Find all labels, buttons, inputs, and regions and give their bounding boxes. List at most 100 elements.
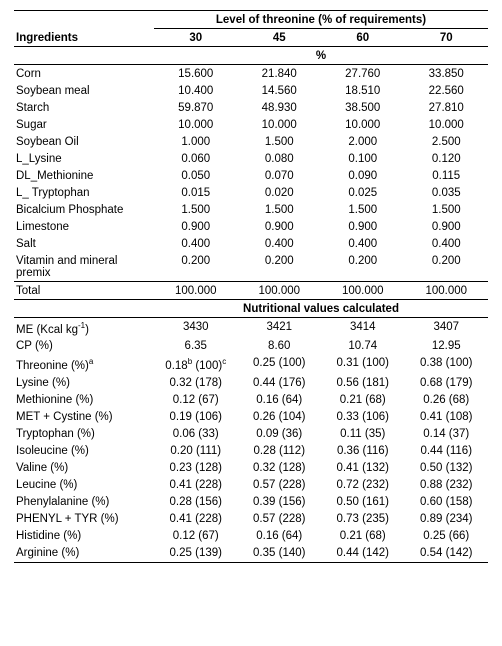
nutrient-label: ME (Kcal kg-1) xyxy=(14,318,154,338)
table-row: Arginine (%)0.25 (139)0.35 (140)0.44 (14… xyxy=(14,545,488,563)
ingredient-value: 0.015 xyxy=(154,184,238,201)
ingredient-label: DL_Methionine xyxy=(14,167,154,184)
nutrient-label: Tryptophan (%) xyxy=(14,426,154,443)
nutrient-value: 0.44 (142) xyxy=(321,545,405,563)
nutrient-value: 0.06 (33) xyxy=(154,426,238,443)
ingredient-value: 27.810 xyxy=(405,99,489,116)
ingredient-label: Starch xyxy=(14,99,154,116)
nutrient-value: 0.09 (36) xyxy=(238,426,322,443)
nutrient-value: 0.54 (142) xyxy=(405,545,489,563)
ingredient-label: Corn xyxy=(14,65,154,83)
table-row: MET + Cystine (%)0.19 (106)0.26 (104)0.3… xyxy=(14,409,488,426)
nutrient-value: 0.35 (140) xyxy=(238,545,322,563)
nutrient-value: 0.32 (178) xyxy=(154,375,238,392)
total-v1: 100.000 xyxy=(238,282,322,300)
nutrient-label: Threonine (%)a xyxy=(14,355,154,375)
ingredient-value: 2.000 xyxy=(321,133,405,150)
ingredient-value: 2.500 xyxy=(405,133,489,150)
table-row: Leucine (%)0.41 (228)0.57 (228)0.72 (232… xyxy=(14,477,488,494)
nutrient-value: 0.57 (228) xyxy=(238,477,322,494)
ingredient-value: 38.500 xyxy=(321,99,405,116)
ingredients-header: Ingredients xyxy=(14,29,154,47)
table-row: PHENYL + TYR (%)0.41 (228)0.57 (228)0.73… xyxy=(14,511,488,528)
nutrient-value: 0.20 (111) xyxy=(154,443,238,460)
nutrient-value: 0.44 (176) xyxy=(238,375,322,392)
nutrient-value: 0.36 (116) xyxy=(321,443,405,460)
ingredient-value: 0.400 xyxy=(238,235,322,252)
nutrient-value: 0.26 (104) xyxy=(238,409,322,426)
ingredient-value: 0.025 xyxy=(321,184,405,201)
ingredient-value: 0.115 xyxy=(405,167,489,184)
table-row: Soybean Oil1.0001.5002.0002.500 xyxy=(14,133,488,150)
ingredient-label: Soybean meal xyxy=(14,82,154,99)
ingredient-value: 10.400 xyxy=(154,82,238,99)
total-v2: 100.000 xyxy=(321,282,405,300)
nutritional-body: ME (Kcal kg-1)3430342134143407CP (%)6.35… xyxy=(14,318,488,563)
table-row: Limestone0.9000.9000.9000.900 xyxy=(14,218,488,235)
ingredient-label: Sugar xyxy=(14,116,154,133)
ingredient-value: 48.930 xyxy=(238,99,322,116)
nutrient-value: 0.56 (181) xyxy=(321,375,405,392)
ingredient-value: 0.400 xyxy=(321,235,405,252)
ingredient-value: 0.200 xyxy=(154,252,238,282)
ingredient-value: 10.000 xyxy=(321,116,405,133)
nutrient-value: 0.28 (112) xyxy=(238,443,322,460)
ingredient-value: 0.200 xyxy=(321,252,405,282)
ingredient-value: 1.500 xyxy=(154,201,238,218)
ingredient-label: Salt xyxy=(14,235,154,252)
table-row: DL_Methionine0.0500.0700.0900.115 xyxy=(14,167,488,184)
total-label: Total xyxy=(14,282,154,300)
header-row-unit: % xyxy=(14,47,488,65)
nutrient-value: 3430 xyxy=(154,318,238,338)
nutrient-label: Arginine (%) xyxy=(14,545,154,563)
ingredient-label: Vitamin and mineral premix xyxy=(14,252,154,282)
table-row: Threonine (%)a0.18b (100)c0.25 (100)0.31… xyxy=(14,355,488,375)
nutrient-value: 0.16 (64) xyxy=(238,528,322,545)
nutrient-value: 0.60 (158) xyxy=(405,494,489,511)
nutrient-label: Histidine (%) xyxy=(14,528,154,545)
ingredient-value: 21.840 xyxy=(238,65,322,83)
table-row: Corn15.60021.84027.76033.850 xyxy=(14,65,488,83)
ingredient-value: 0.900 xyxy=(238,218,322,235)
ingredient-value: 0.060 xyxy=(154,150,238,167)
nutrient-value: 0.14 (37) xyxy=(405,426,489,443)
nutritional-header: Nutritional values calculated xyxy=(154,300,488,318)
table-row: Histidine (%)0.12 (67)0.16 (64)0.21 (68)… xyxy=(14,528,488,545)
table-row: Vitamin and mineral premix0.2000.2000.20… xyxy=(14,252,488,282)
nutrient-value: 0.44 (116) xyxy=(405,443,489,460)
ingredient-value: 0.200 xyxy=(405,252,489,282)
ingredient-value: 1.000 xyxy=(154,133,238,150)
ingredient-value: 10.000 xyxy=(154,116,238,133)
nutrient-value: 10.74 xyxy=(321,338,405,355)
ingredient-label: L_Lysine xyxy=(14,150,154,167)
ingredient-value: 15.600 xyxy=(154,65,238,83)
ingredient-value: 1.500 xyxy=(405,201,489,218)
ingredient-value: 14.560 xyxy=(238,82,322,99)
nutrient-value: 12.95 xyxy=(405,338,489,355)
nutrient-value: 6.35 xyxy=(154,338,238,355)
ingredient-value: 0.050 xyxy=(154,167,238,184)
table-row: CP (%)6.358.6010.7412.95 xyxy=(14,338,488,355)
ingredient-value: 0.400 xyxy=(405,235,489,252)
total-v3: 100.000 xyxy=(405,282,489,300)
ingredient-value: 0.080 xyxy=(238,150,322,167)
nutrient-value: 0.68 (179) xyxy=(405,375,489,392)
composition-table: Level of threonine (% of requirements) I… xyxy=(14,10,488,563)
header-row-levels: Ingredients 30 45 60 70 xyxy=(14,29,488,47)
table-row: Bicalcium Phosphate1.5001.5001.5001.500 xyxy=(14,201,488,218)
level-30: 30 xyxy=(154,29,238,47)
table-row: Isoleucine (%)0.20 (111)0.28 (112)0.36 (… xyxy=(14,443,488,460)
nutrient-value: 3421 xyxy=(238,318,322,338)
nutrient-value: 0.12 (67) xyxy=(154,392,238,409)
ingredient-value: 0.020 xyxy=(238,184,322,201)
level-45: 45 xyxy=(238,29,322,47)
table-row: L_ Tryptophan0.0150.0200.0250.035 xyxy=(14,184,488,201)
nutrient-value: 0.25 (139) xyxy=(154,545,238,563)
nutrient-value: 0.41 (132) xyxy=(321,460,405,477)
nutrient-label: Methionine (%) xyxy=(14,392,154,409)
ingredient-value: 1.500 xyxy=(238,133,322,150)
total-row: Total 100.000 100.000 100.000 100.000 xyxy=(14,282,488,300)
nutrient-value: 0.21 (68) xyxy=(321,392,405,409)
table-row: Valine (%)0.23 (128)0.32 (128)0.41 (132)… xyxy=(14,460,488,477)
table-row: ME (Kcal kg-1)3430342134143407 xyxy=(14,318,488,338)
